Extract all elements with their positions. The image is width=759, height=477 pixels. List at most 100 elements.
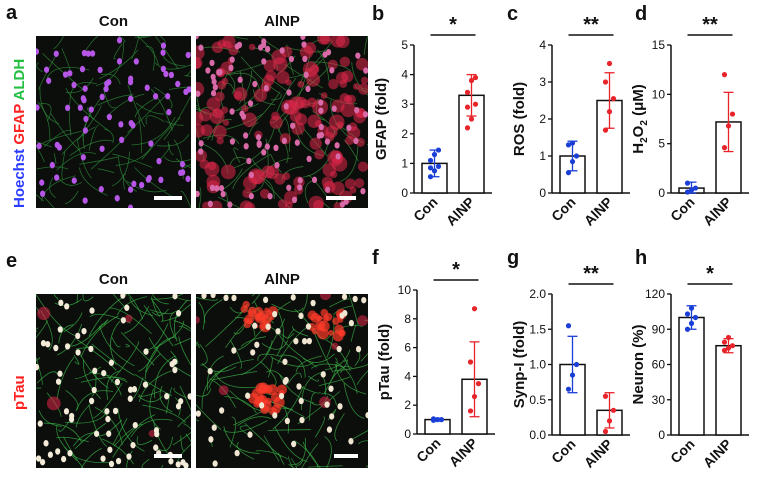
neurite — [82, 294, 94, 302]
neurite — [151, 308, 169, 316]
neurite — [261, 340, 289, 350]
data-point — [475, 381, 482, 387]
gfap-cell — [37, 306, 51, 321]
neurite — [240, 336, 267, 347]
neurite — [100, 73, 121, 85]
neurite — [125, 343, 130, 348]
data-point — [721, 347, 728, 353]
nucleus — [273, 144, 279, 152]
nucleus — [207, 367, 213, 375]
nucleus — [62, 71, 69, 78]
gfap-cell — [124, 314, 133, 323]
nucleus — [164, 393, 170, 400]
neurite — [198, 301, 205, 330]
bar-alnp — [715, 344, 742, 436]
neurite — [229, 156, 249, 166]
neurite — [348, 294, 359, 326]
nucleus — [259, 402, 265, 409]
category-label: AlNP — [700, 194, 735, 229]
nucleus — [168, 71, 175, 79]
nucleus — [262, 296, 269, 304]
neurite — [144, 353, 161, 380]
neurite — [208, 359, 254, 389]
ptau-aggregate — [263, 384, 273, 394]
chart-g-synp: g 0.0 0.5 1.0 1.5 2.0 Synp-I (fold) Con AlNP ** — [507, 247, 630, 471]
nucleus — [219, 407, 225, 414]
data-point — [602, 79, 609, 85]
neurite — [36, 166, 69, 170]
gfap-cell — [341, 70, 354, 83]
gfap-cell — [357, 315, 368, 326]
neurite — [44, 129, 72, 147]
nucleus — [318, 123, 324, 131]
nucleus — [64, 104, 71, 112]
neurite — [127, 84, 146, 128]
neurite — [145, 115, 165, 125]
neurite — [95, 41, 124, 87]
nucleus — [83, 115, 89, 123]
neurite — [123, 306, 150, 334]
neurite — [288, 456, 294, 468]
nucleus — [36, 142, 42, 150]
nucleus — [55, 378, 62, 385]
nucleus — [352, 295, 358, 303]
nucleus — [247, 100, 254, 107]
neurite — [135, 102, 164, 115]
data-point — [464, 104, 471, 110]
nucleus — [108, 460, 115, 468]
gfap-cell — [212, 125, 227, 139]
nucleus — [305, 323, 312, 330]
neurite — [152, 294, 184, 300]
nucleus — [339, 201, 346, 208]
gfap-cell — [344, 178, 356, 190]
nucleus — [229, 138, 236, 145]
bar-con — [678, 316, 705, 436]
nucleus — [209, 59, 215, 67]
chart-f-ptau: f 0 2 4 6 8 10 pTau (fold) Con AlNP * — [372, 247, 495, 470]
neurite — [138, 390, 162, 397]
significance-marker: ** — [702, 14, 718, 36]
neurite — [274, 426, 308, 462]
neurite — [233, 147, 241, 163]
nucleus — [293, 337, 299, 345]
nucleus — [160, 49, 166, 56]
nucleus — [229, 108, 235, 115]
neurite — [177, 414, 191, 428]
neurite — [202, 134, 240, 145]
neurite — [267, 355, 273, 378]
nucleus — [89, 307, 95, 314]
significance-marker: * — [449, 14, 457, 36]
nucleus — [196, 190, 200, 198]
nucleus — [55, 448, 61, 455]
nucleus — [156, 157, 162, 165]
neurite — [78, 167, 108, 196]
y-tick-label: 0.0 — [529, 428, 546, 442]
neurite — [101, 438, 135, 465]
neurite — [143, 304, 174, 347]
nucleus — [272, 310, 278, 318]
neurite — [163, 95, 191, 140]
neurite — [42, 130, 82, 144]
neurite — [196, 403, 222, 430]
nucleus — [186, 86, 191, 93]
category-label: AlNP — [446, 435, 481, 470]
neurite — [98, 319, 109, 330]
nucleus — [294, 139, 300, 146]
nucleus — [175, 310, 182, 317]
nucleus — [196, 90, 201, 97]
nucleus — [180, 169, 186, 176]
neurite — [113, 423, 143, 447]
nucleus — [43, 440, 49, 447]
neurite — [134, 97, 158, 118]
nucleus — [57, 326, 63, 333]
neurite — [58, 324, 74, 344]
neurite — [106, 370, 121, 400]
nucleus — [263, 84, 269, 92]
y-tick-label: 8 — [404, 312, 411, 326]
neurite — [172, 431, 191, 446]
neurite — [270, 93, 282, 101]
nucleus — [210, 73, 216, 81]
neurite — [307, 465, 343, 468]
nucleus — [100, 455, 106, 462]
nucleus — [261, 41, 267, 49]
